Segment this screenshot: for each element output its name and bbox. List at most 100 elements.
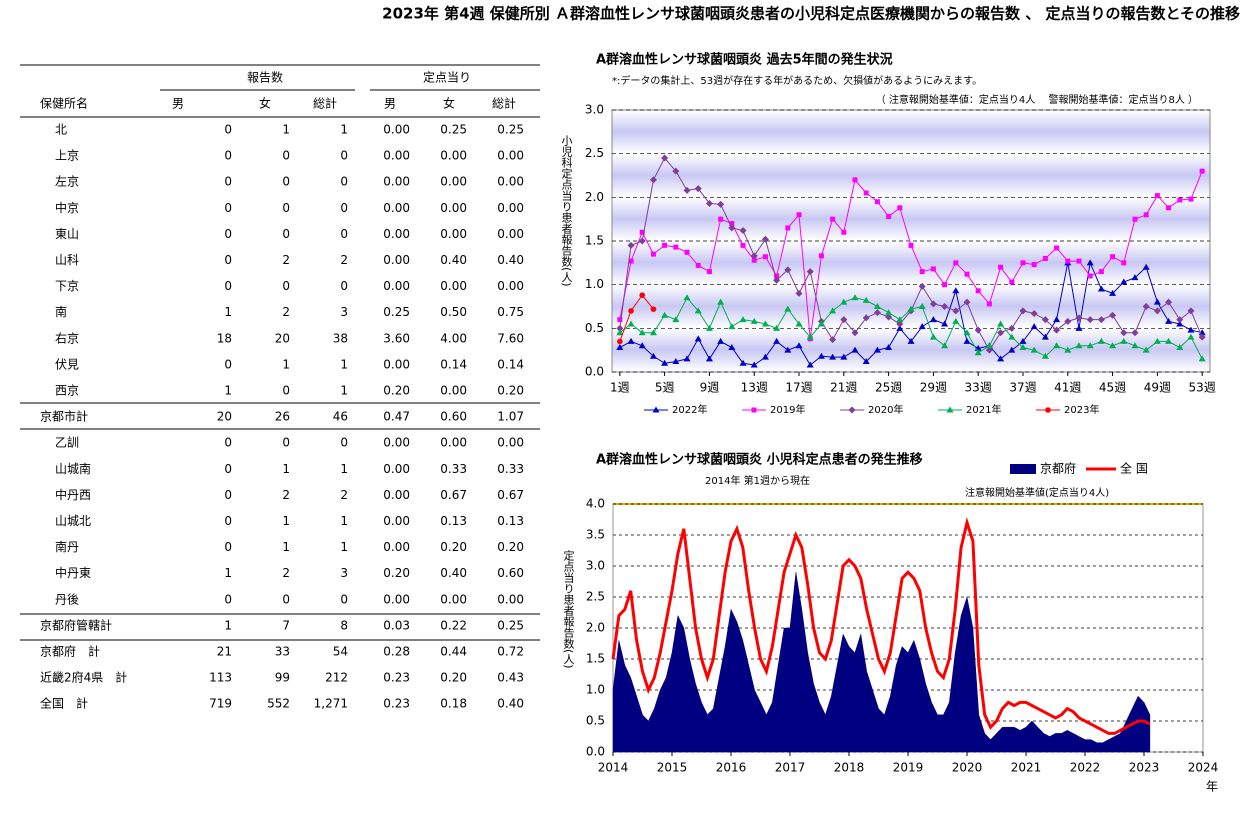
- point: [886, 214, 892, 220]
- cell: 0: [282, 227, 290, 241]
- y-tick-label: 4.0: [586, 497, 605, 511]
- x-tick-label: 2020: [952, 761, 983, 775]
- cell: 1,271: [314, 697, 348, 711]
- point: [1019, 344, 1027, 351]
- point: [885, 344, 893, 351]
- cell: 0: [340, 227, 348, 241]
- point: [1120, 278, 1128, 285]
- cell: 26: [275, 410, 290, 424]
- station-name: 上京: [55, 149, 79, 163]
- cell: 0.13: [497, 514, 524, 528]
- cell: 0.00: [440, 149, 467, 163]
- cell: 0.00: [497, 436, 524, 450]
- station-name: 北: [55, 123, 67, 137]
- cell: 3: [340, 566, 348, 580]
- point: [628, 258, 634, 264]
- point: [694, 307, 702, 314]
- cell: 0: [282, 592, 290, 606]
- point: [997, 320, 1005, 327]
- point: [661, 154, 669, 162]
- point: [773, 324, 781, 331]
- point: [784, 346, 792, 353]
- x-tick-label: 9週: [700, 381, 720, 395]
- point: [784, 305, 792, 312]
- column-header: 男: [384, 97, 396, 111]
- cell: 0.50: [440, 305, 467, 319]
- cell: 0: [224, 279, 232, 293]
- point: [1109, 311, 1117, 319]
- point: [1053, 316, 1061, 323]
- cell: 20: [217, 410, 232, 424]
- cell: 0: [224, 357, 232, 371]
- point: [1142, 346, 1150, 353]
- point: [1187, 333, 1195, 340]
- cell: 0.33: [440, 462, 467, 476]
- x-tick-label: 2016: [716, 761, 747, 775]
- point: [784, 266, 792, 274]
- point: [952, 317, 960, 324]
- x-tick-label: 1週: [610, 381, 630, 395]
- y-tick-label: 0.5: [586, 714, 605, 728]
- point: [774, 273, 780, 279]
- line: [619, 294, 654, 342]
- point: [1177, 197, 1183, 203]
- point: [639, 292, 646, 298]
- y-tick-label: 2.5: [585, 146, 604, 160]
- cell: 0.00: [440, 201, 467, 215]
- x-tick-label: 2014: [598, 761, 629, 775]
- point: [896, 316, 904, 323]
- column-header: 女: [259, 96, 271, 111]
- cell: 0.28: [383, 645, 410, 659]
- cell: 2: [282, 253, 290, 267]
- cell: 0: [282, 436, 290, 450]
- legend-label: 2020年: [868, 403, 903, 416]
- station-name: 伏見: [55, 357, 79, 371]
- area: [612, 572, 1151, 753]
- point: [706, 269, 712, 275]
- point: [1008, 333, 1016, 340]
- point: [638, 342, 646, 349]
- point: [851, 346, 859, 353]
- cell: 0.72: [497, 645, 524, 659]
- point: [683, 186, 691, 194]
- point: [1176, 344, 1184, 351]
- point: [840, 316, 848, 324]
- cell: 0.33: [497, 462, 524, 476]
- point: [1097, 316, 1105, 324]
- cell: 0: [224, 123, 232, 137]
- cell: 7: [282, 618, 290, 632]
- y-tick-label: 1.5: [586, 652, 605, 666]
- point: [985, 342, 993, 349]
- point: [627, 241, 635, 249]
- station-name: 京都府 計: [40, 644, 100, 659]
- cell: 0.14: [440, 357, 467, 371]
- x-tick-label: 2022: [1070, 761, 1101, 775]
- point: [1086, 342, 1094, 349]
- cell: 46: [333, 410, 348, 424]
- point: [1187, 326, 1195, 333]
- point: [896, 324, 904, 331]
- point: [728, 224, 736, 232]
- x-tick-label: 21週: [830, 381, 857, 395]
- legend-label: 京都府: [1040, 461, 1076, 476]
- station-name: 中丹西: [55, 487, 91, 502]
- point: [1075, 342, 1083, 349]
- point: [1098, 269, 1104, 275]
- cell: 0.18: [440, 697, 467, 711]
- x-tick-label: 2021: [1011, 761, 1042, 775]
- cell: 2: [340, 253, 348, 267]
- cell: 719: [209, 697, 232, 711]
- subtitle: 2014年 第1週から現在: [705, 474, 810, 487]
- point: [650, 306, 657, 312]
- point: [952, 287, 960, 294]
- cell: 0.40: [440, 566, 467, 580]
- point: [1199, 168, 1205, 174]
- column-header: 総計: [492, 96, 516, 111]
- point: [918, 303, 926, 309]
- station-name: 全国 計: [40, 696, 88, 711]
- cell: 0: [224, 462, 232, 476]
- y-tick-label: 3.0: [585, 103, 604, 117]
- cell: 4.00: [440, 331, 467, 345]
- cell: 2: [282, 305, 290, 319]
- point: [873, 303, 881, 309]
